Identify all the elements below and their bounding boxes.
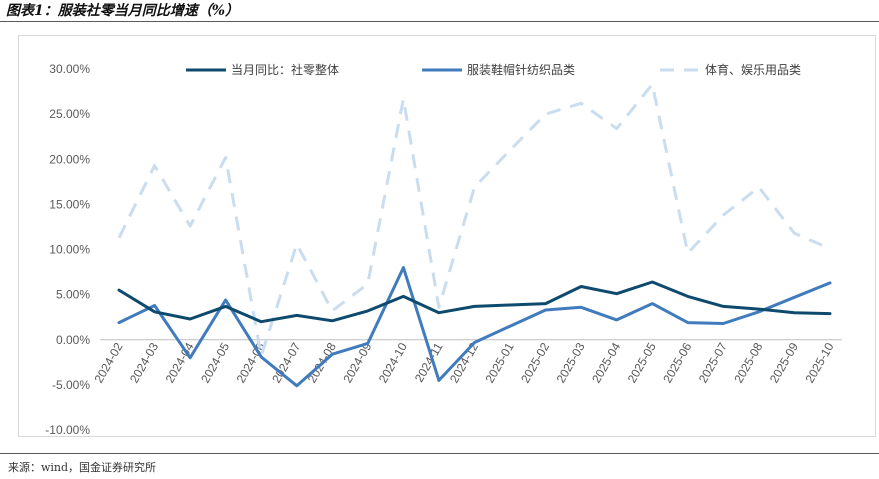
legend-label-2: 服装鞋帽针纺织品类 xyxy=(467,62,575,77)
y-tick-label: -5.00% xyxy=(52,378,90,392)
y-tick-label: 30.00% xyxy=(49,62,90,76)
y-axis: 30.00% 25.00% 20.00% 15.00% 10.00% 5.00% 0.00%… xyxy=(45,62,90,437)
y-tick-label: 15.00% xyxy=(49,197,90,211)
x-tick-label: 2025-06 xyxy=(660,340,694,385)
series-line-3 xyxy=(117,82,831,358)
source-note: 来源：wind，国金证券研究所 xyxy=(8,461,157,474)
legend-label-3: 体育、娱乐用品类 xyxy=(705,62,801,77)
plot-area xyxy=(117,82,832,388)
x-axis: 2024-02 2024-03 2024-04 2024-05 2024-06 2024-… xyxy=(91,339,842,385)
series-line-1 xyxy=(117,280,832,324)
x-tick-label: 2024-02 xyxy=(91,340,125,385)
x-tick-label: 2024-03 xyxy=(127,340,161,385)
legend-label-1: 当月同比：社零整体 xyxy=(231,62,339,77)
x-tick-label: 2024-05 xyxy=(198,340,232,385)
y-tick-label: 10.00% xyxy=(49,243,90,257)
y-tick-label: 0.00% xyxy=(56,333,90,347)
y-tick-label: 25.00% xyxy=(49,107,90,121)
x-tick-label: 2025-02 xyxy=(518,340,552,385)
x-tick-label: 2025-07 xyxy=(696,340,730,385)
x-tick-label: 2025-05 xyxy=(625,340,659,385)
x-tick-label: 2025-10 xyxy=(802,340,836,385)
legend: 当月同比：社零整体 服装鞋帽针纺织品类 体育、娱乐用品类 xyxy=(186,62,801,77)
series-line-2 xyxy=(117,266,832,388)
y-tick-label: 5.00% xyxy=(56,288,90,302)
x-tick-label: 2025-01 xyxy=(483,340,517,385)
chart-title: 图表1：服装社零当月同比增速（%） xyxy=(6,3,240,19)
x-tick-label: 2024-04 xyxy=(163,340,197,385)
title-divider xyxy=(0,21,879,22)
x-tick-label: 2025-03 xyxy=(554,340,588,385)
x-tick-label: 2025-09 xyxy=(767,340,801,385)
y-tick-label: 20.00% xyxy=(49,152,90,166)
source-divider xyxy=(0,453,879,454)
x-tick-label: 2024-10 xyxy=(376,340,410,385)
x-tick-label: 2025-08 xyxy=(731,340,765,385)
y-tick-label: -10.00% xyxy=(45,423,90,437)
x-tick-label: 2025-04 xyxy=(589,340,623,385)
x-tick-label: 2024-12 xyxy=(447,340,481,385)
